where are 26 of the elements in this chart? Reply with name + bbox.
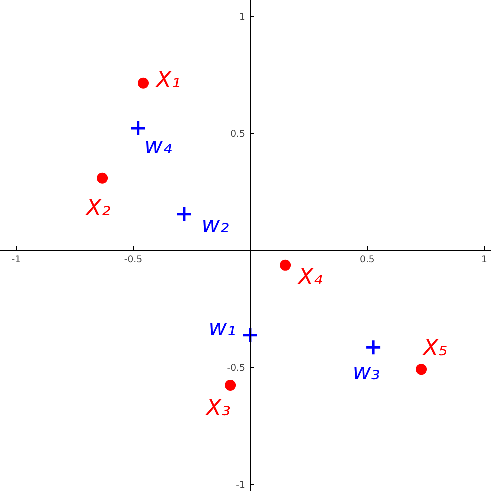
point xyxy=(280,260,292,271)
x-tick-label: 0.5 xyxy=(360,254,375,266)
annotation: X₄ xyxy=(297,264,323,290)
point xyxy=(242,327,259,344)
point xyxy=(130,120,147,137)
y-tick-label: -1 xyxy=(236,480,246,491)
annotation: X₃ xyxy=(205,395,231,422)
annotation: X₂ xyxy=(85,195,111,222)
x-tick-label: -1 xyxy=(12,254,22,266)
point xyxy=(416,364,428,376)
point xyxy=(225,380,236,391)
point xyxy=(138,78,149,89)
annotation: w₁ xyxy=(208,315,236,342)
point xyxy=(176,206,193,223)
x-tick-label: 1 xyxy=(482,254,488,266)
annotation: w₂ xyxy=(202,212,230,238)
y-tick-label: 0.5 xyxy=(230,128,246,140)
annotation: X₅ xyxy=(422,336,448,362)
y-tick-label: 1 xyxy=(240,12,246,23)
point xyxy=(97,172,108,184)
annotation: w₄ xyxy=(144,134,172,160)
annotation: X₁ xyxy=(155,67,181,94)
y-tick-label: -0.5 xyxy=(227,362,246,374)
point xyxy=(365,339,382,356)
annotation: w₃ xyxy=(352,360,380,386)
x-tick-label: -0.5 xyxy=(124,254,143,266)
